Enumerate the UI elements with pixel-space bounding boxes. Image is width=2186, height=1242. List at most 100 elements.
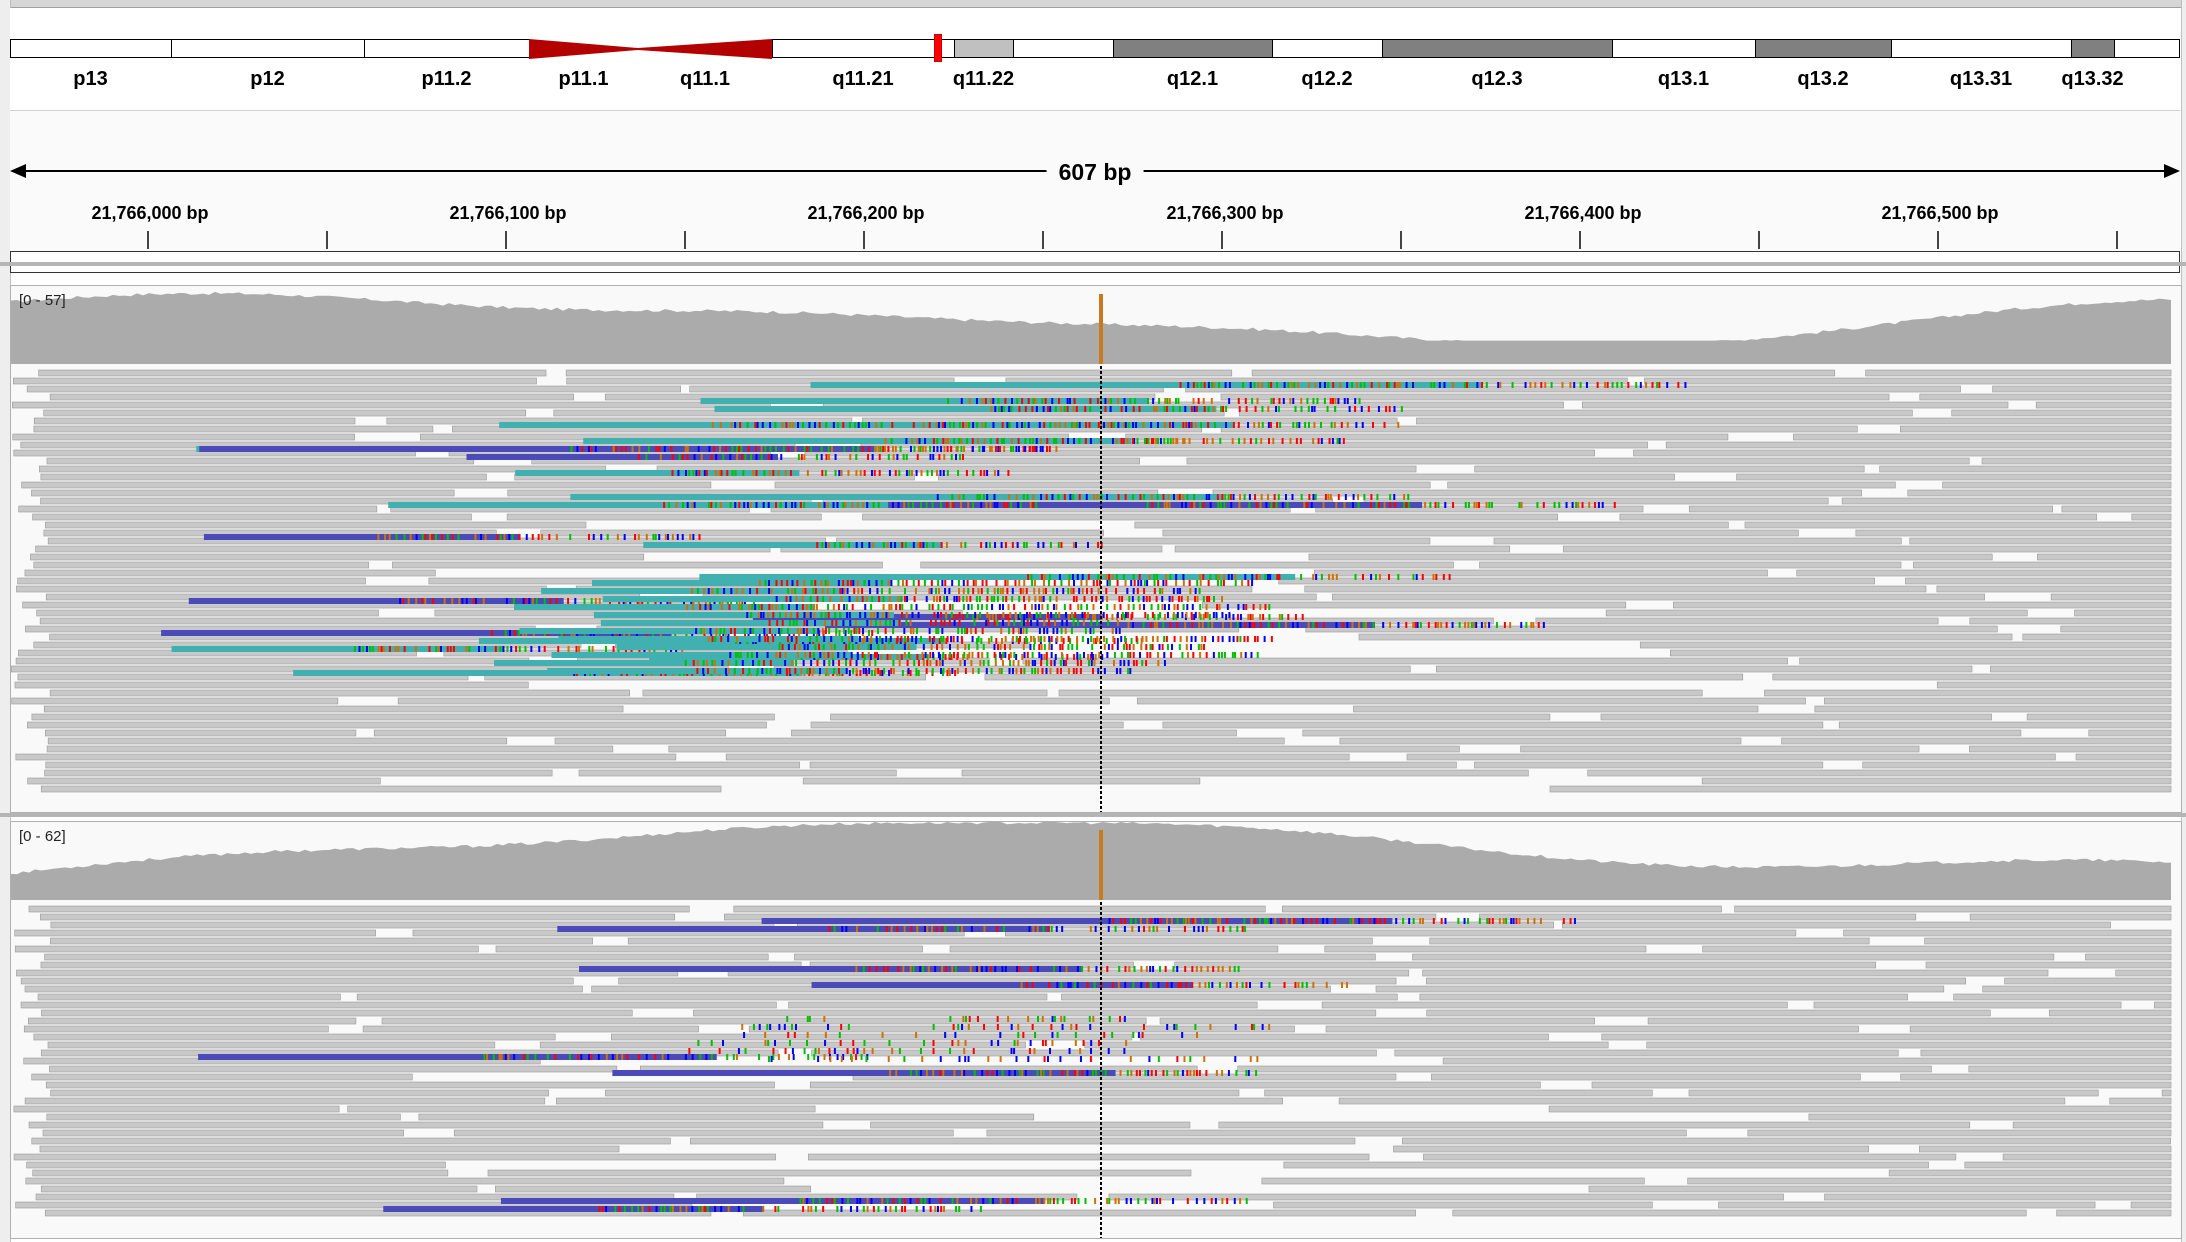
mismatch-base[interactable] bbox=[790, 660, 793, 666]
mismatch-base[interactable] bbox=[353, 646, 356, 652]
aligned-read[interactable] bbox=[28, 1121, 824, 1129]
aligned-read[interactable] bbox=[397, 697, 1110, 705]
mismatch-base[interactable] bbox=[1147, 1070, 1150, 1076]
mismatch-base[interactable] bbox=[1240, 652, 1243, 658]
aligned-read[interactable] bbox=[984, 673, 1744, 681]
mismatch-base[interactable] bbox=[921, 446, 924, 452]
mismatch-base[interactable] bbox=[1259, 614, 1262, 620]
mismatch-base[interactable] bbox=[1098, 652, 1101, 658]
mismatch-base[interactable] bbox=[1038, 596, 1041, 602]
mismatch-base[interactable] bbox=[1253, 382, 1256, 388]
mismatch-base[interactable] bbox=[1259, 502, 1262, 508]
mismatch-base[interactable] bbox=[779, 502, 782, 508]
mismatch-base[interactable] bbox=[882, 446, 885, 452]
mismatch-base[interactable] bbox=[733, 668, 736, 674]
mismatch-base[interactable] bbox=[1182, 580, 1185, 586]
mismatch-base[interactable] bbox=[1195, 1070, 1198, 1076]
mismatch-base[interactable] bbox=[895, 604, 898, 610]
mismatch-base[interactable] bbox=[1223, 652, 1226, 658]
mismatch-base[interactable] bbox=[1301, 982, 1304, 988]
aligned-read[interactable] bbox=[1936, 681, 2172, 689]
mismatch-base[interactable] bbox=[858, 636, 861, 642]
mismatch-base[interactable] bbox=[960, 398, 963, 404]
mismatch-base[interactable] bbox=[1243, 636, 1246, 642]
mismatch-base[interactable] bbox=[1130, 918, 1133, 924]
mismatch-base[interactable] bbox=[1072, 542, 1075, 548]
mismatch-base[interactable] bbox=[696, 660, 699, 666]
mismatch-base[interactable] bbox=[935, 588, 938, 594]
mismatch-base[interactable] bbox=[1153, 580, 1156, 586]
aligned-read[interactable] bbox=[1673, 601, 2172, 609]
aligned-read[interactable] bbox=[1701, 777, 2172, 785]
mismatch-base[interactable] bbox=[734, 470, 737, 476]
mismatch-base[interactable] bbox=[1146, 918, 1149, 924]
mismatch-base[interactable] bbox=[1171, 644, 1174, 650]
mismatch-base[interactable] bbox=[909, 628, 912, 634]
mismatch-base[interactable] bbox=[1171, 596, 1174, 602]
mismatch-base[interactable] bbox=[986, 588, 989, 594]
mismatch-base[interactable] bbox=[1010, 438, 1013, 444]
aligned-read[interactable] bbox=[1136, 697, 1806, 705]
mismatch-base[interactable] bbox=[1235, 1070, 1238, 1076]
mismatch-base[interactable] bbox=[1117, 494, 1120, 500]
mismatch-base[interactable] bbox=[970, 926, 973, 932]
mismatch-base[interactable] bbox=[855, 1054, 858, 1060]
mismatch-base[interactable] bbox=[843, 446, 846, 452]
mismatch-base[interactable] bbox=[1239, 494, 1242, 500]
mismatch-base[interactable] bbox=[881, 1032, 884, 1038]
mismatch-base[interactable] bbox=[963, 1048, 966, 1054]
aligned-read[interactable] bbox=[14, 945, 479, 953]
mismatch-base[interactable] bbox=[1008, 1070, 1011, 1076]
mismatch-base[interactable] bbox=[1029, 502, 1032, 508]
mismatch-base[interactable] bbox=[1106, 652, 1109, 658]
mismatch-base[interactable] bbox=[1385, 406, 1388, 412]
mismatch-base[interactable] bbox=[1360, 406, 1363, 412]
mismatch-base[interactable] bbox=[1137, 1032, 1140, 1038]
mismatch-base[interactable] bbox=[913, 446, 916, 452]
mismatch-base[interactable] bbox=[1207, 422, 1210, 428]
mismatch-base[interactable] bbox=[1028, 446, 1031, 452]
mismatch-base[interactable] bbox=[1412, 918, 1415, 924]
mismatch-base[interactable] bbox=[1220, 406, 1223, 412]
mismatch-base[interactable] bbox=[711, 588, 714, 594]
mismatch-base[interactable] bbox=[1150, 622, 1153, 628]
mismatch-base[interactable] bbox=[926, 926, 929, 932]
mismatch-base[interactable] bbox=[913, 660, 916, 666]
mismatch-base[interactable] bbox=[762, 660, 765, 666]
mismatch-base[interactable] bbox=[888, 588, 891, 594]
mismatch-base[interactable] bbox=[1220, 580, 1223, 586]
aligned-read[interactable] bbox=[26, 385, 681, 393]
mismatch-base[interactable] bbox=[1042, 588, 1045, 594]
mismatch-base[interactable] bbox=[1197, 644, 1200, 650]
mismatch-base[interactable] bbox=[1060, 982, 1063, 988]
aligned-read[interactable] bbox=[1969, 745, 2172, 753]
mismatch-base[interactable] bbox=[784, 470, 787, 476]
mismatch-base[interactable] bbox=[958, 596, 961, 602]
mismatch-base[interactable] bbox=[772, 636, 775, 642]
mismatch-base[interactable] bbox=[995, 1070, 998, 1076]
mismatch-base[interactable] bbox=[1070, 1024, 1073, 1030]
mismatch-base[interactable] bbox=[780, 628, 783, 634]
mismatch-base[interactable] bbox=[667, 1054, 670, 1060]
mismatch-base[interactable] bbox=[1117, 1198, 1120, 1204]
aligned-read[interactable] bbox=[1855, 529, 2172, 537]
mismatch-base[interactable] bbox=[654, 534, 657, 540]
mismatch-base[interactable] bbox=[997, 1040, 1000, 1046]
mismatch-base[interactable] bbox=[1000, 406, 1003, 412]
mismatch-base[interactable] bbox=[951, 668, 954, 674]
mismatch-base[interactable] bbox=[997, 644, 1000, 650]
mismatch-base[interactable] bbox=[1201, 918, 1204, 924]
mismatch-base[interactable] bbox=[1332, 382, 1335, 388]
mismatch-base[interactable] bbox=[808, 668, 811, 674]
mismatch-base[interactable] bbox=[1154, 1070, 1157, 1076]
mismatch-base[interactable] bbox=[1312, 438, 1315, 444]
aligned-read[interactable] bbox=[1431, 1073, 1861, 1081]
mismatch-base[interactable] bbox=[849, 620, 852, 626]
mismatch-base[interactable] bbox=[1022, 446, 1025, 452]
mismatch-base[interactable] bbox=[1199, 580, 1202, 586]
mismatch-base[interactable] bbox=[887, 612, 890, 618]
aligned-read[interactable] bbox=[40, 473, 487, 481]
discordant-read[interactable] bbox=[269, 630, 672, 636]
mismatch-base[interactable] bbox=[1103, 636, 1106, 642]
mismatch-base[interactable] bbox=[991, 614, 994, 620]
